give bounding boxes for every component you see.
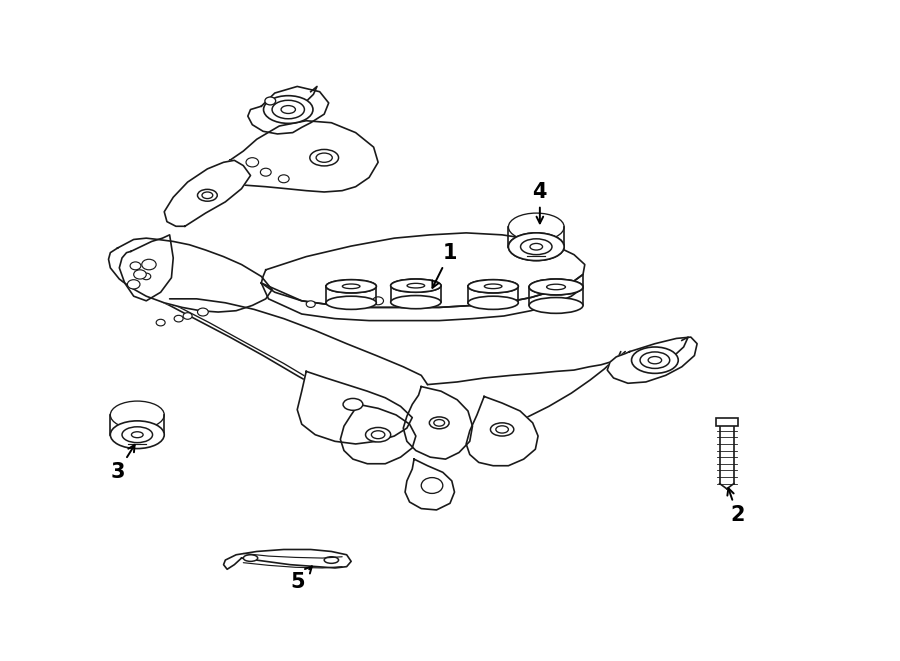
Ellipse shape bbox=[391, 279, 441, 292]
Circle shape bbox=[157, 319, 165, 326]
Polygon shape bbox=[120, 235, 173, 301]
Circle shape bbox=[128, 280, 140, 289]
Text: 2: 2 bbox=[727, 488, 745, 525]
Ellipse shape bbox=[496, 426, 508, 433]
Ellipse shape bbox=[324, 557, 338, 563]
Circle shape bbox=[134, 270, 147, 279]
Circle shape bbox=[142, 259, 157, 270]
Ellipse shape bbox=[391, 295, 441, 309]
Polygon shape bbox=[340, 405, 416, 464]
Circle shape bbox=[246, 158, 258, 167]
Ellipse shape bbox=[243, 555, 257, 561]
Ellipse shape bbox=[484, 284, 502, 289]
Ellipse shape bbox=[508, 233, 564, 260]
Polygon shape bbox=[223, 549, 351, 569]
Ellipse shape bbox=[529, 297, 583, 313]
Polygon shape bbox=[405, 459, 454, 510]
Circle shape bbox=[421, 478, 443, 493]
Ellipse shape bbox=[407, 284, 425, 288]
Ellipse shape bbox=[326, 296, 376, 309]
Ellipse shape bbox=[391, 279, 441, 292]
Ellipse shape bbox=[529, 279, 583, 295]
Ellipse shape bbox=[530, 243, 543, 250]
Ellipse shape bbox=[468, 280, 518, 293]
Polygon shape bbox=[220, 121, 378, 192]
Polygon shape bbox=[164, 161, 250, 226]
Ellipse shape bbox=[131, 432, 143, 438]
Ellipse shape bbox=[111, 421, 164, 449]
Text: 5: 5 bbox=[290, 566, 312, 592]
Polygon shape bbox=[403, 387, 472, 459]
Ellipse shape bbox=[372, 431, 385, 439]
Ellipse shape bbox=[429, 417, 449, 429]
Ellipse shape bbox=[365, 428, 391, 442]
Circle shape bbox=[197, 308, 208, 316]
Ellipse shape bbox=[546, 284, 565, 290]
Ellipse shape bbox=[272, 100, 304, 119]
Text: 1: 1 bbox=[432, 243, 457, 288]
Ellipse shape bbox=[468, 296, 518, 309]
FancyBboxPatch shape bbox=[716, 418, 738, 426]
Polygon shape bbox=[297, 371, 412, 444]
Polygon shape bbox=[248, 87, 328, 134]
Ellipse shape bbox=[342, 284, 360, 289]
Polygon shape bbox=[261, 233, 585, 307]
Circle shape bbox=[260, 169, 271, 176]
Ellipse shape bbox=[434, 420, 445, 426]
Polygon shape bbox=[261, 274, 583, 321]
Ellipse shape bbox=[508, 233, 564, 260]
Circle shape bbox=[265, 97, 275, 105]
Ellipse shape bbox=[648, 356, 662, 364]
Polygon shape bbox=[608, 337, 698, 383]
Ellipse shape bbox=[281, 106, 295, 114]
Ellipse shape bbox=[122, 427, 153, 443]
Circle shape bbox=[142, 273, 151, 280]
Ellipse shape bbox=[529, 279, 583, 295]
Ellipse shape bbox=[197, 189, 217, 201]
Circle shape bbox=[278, 175, 289, 182]
Text: 4: 4 bbox=[533, 182, 547, 223]
Ellipse shape bbox=[343, 399, 363, 410]
Circle shape bbox=[183, 313, 192, 319]
Circle shape bbox=[174, 315, 183, 322]
Text: 3: 3 bbox=[111, 445, 135, 483]
Ellipse shape bbox=[508, 213, 564, 241]
Ellipse shape bbox=[316, 153, 332, 163]
Circle shape bbox=[130, 262, 141, 270]
Ellipse shape bbox=[491, 423, 514, 436]
Circle shape bbox=[373, 297, 383, 305]
Ellipse shape bbox=[310, 149, 338, 166]
Ellipse shape bbox=[202, 192, 212, 198]
Ellipse shape bbox=[632, 347, 679, 373]
Ellipse shape bbox=[264, 96, 313, 124]
Ellipse shape bbox=[640, 352, 670, 368]
Ellipse shape bbox=[111, 401, 164, 429]
Ellipse shape bbox=[520, 239, 552, 254]
Ellipse shape bbox=[326, 280, 376, 293]
Circle shape bbox=[306, 301, 315, 307]
Polygon shape bbox=[466, 397, 538, 466]
Polygon shape bbox=[109, 238, 272, 312]
Ellipse shape bbox=[468, 280, 518, 293]
Ellipse shape bbox=[326, 280, 376, 293]
